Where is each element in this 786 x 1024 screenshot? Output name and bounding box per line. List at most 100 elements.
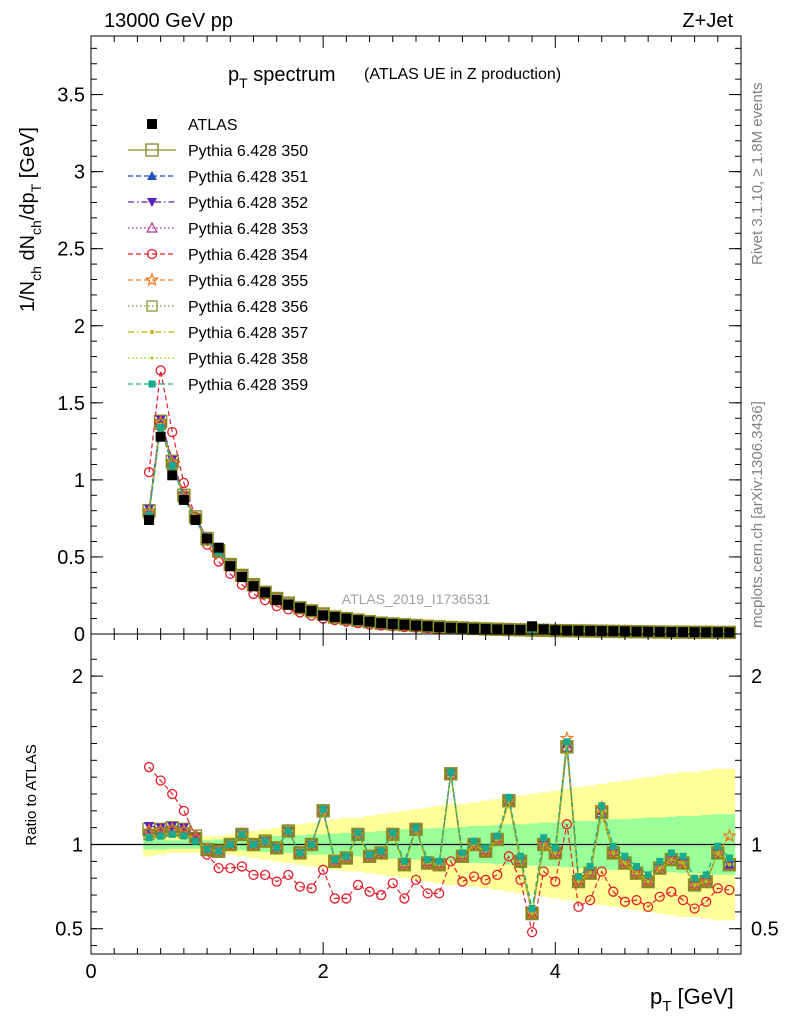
ratio-point <box>180 832 188 840</box>
legend-label: Pythia 6.428 351 <box>188 169 308 186</box>
chart-title: pT spectrum <box>228 64 336 91</box>
data-point <box>236 571 247 582</box>
data-point <box>260 587 271 598</box>
ratio-point <box>191 837 199 845</box>
ratio-point <box>553 851 557 855</box>
ratio-point <box>178 805 190 816</box>
ratio-point <box>294 847 306 859</box>
main-y-ticks: 0 0.5 1 1.5 2 2.5 3 3.5 <box>57 36 741 646</box>
ratio-series-layer <box>141 730 737 938</box>
main-y-tick-label: 2.5 <box>57 239 85 261</box>
ratio-point <box>619 896 631 907</box>
ratio-point <box>549 846 562 858</box>
ratio-point <box>434 888 445 899</box>
ratio-point <box>424 856 432 864</box>
ratio-point <box>633 862 641 870</box>
ratio-point <box>725 854 733 862</box>
ratio-point <box>617 855 633 870</box>
ratio-point <box>586 862 594 870</box>
legend-marker <box>147 119 157 129</box>
ratio-point <box>354 829 362 837</box>
ratio-point <box>658 866 662 870</box>
ylabel-part-0: 1/N <box>17 281 39 312</box>
main-y-tick-label: 1.5 <box>57 393 85 415</box>
data-point <box>387 618 398 629</box>
ratio-panel: 0.5 0.5 1 1 2 2 0 2 4 Ratio to ATLAS pT [GeV] <box>23 633 779 1015</box>
ratio-point <box>689 903 700 914</box>
main-y-axis-label: 1/Nch dNch/dpT [GeV] <box>17 127 44 312</box>
data-point <box>585 625 596 636</box>
legend-entry: Pythia 6.428 354 <box>128 247 308 264</box>
x-tick-label: 4 <box>550 961 561 983</box>
legend-label: Pythia 6.428 354 <box>188 247 308 264</box>
ratio-point <box>331 856 339 864</box>
legend-label: Pythia 6.428 355 <box>188 273 308 290</box>
ratio-point <box>373 845 389 860</box>
ratio-point <box>250 841 257 849</box>
ratio-point <box>296 849 304 857</box>
ratio-point <box>376 889 387 901</box>
ratio-point <box>642 875 655 887</box>
legend-marker <box>145 143 159 157</box>
ratio-point <box>468 871 480 882</box>
data-point <box>155 365 166 376</box>
legend-entry: Pythia 6.428 358 <box>128 351 308 368</box>
chart-title-sub: T <box>239 75 248 91</box>
data-point <box>248 581 259 592</box>
ratio-point <box>377 847 385 855</box>
data-point <box>155 415 166 425</box>
legend-entry: Pythia 6.428 357 <box>128 325 308 342</box>
ratio-point <box>584 894 596 906</box>
chart-title-rest: spectrum <box>248 64 336 86</box>
ratio-point <box>547 845 563 860</box>
legend-marker <box>146 248 158 260</box>
legend-marker <box>144 272 160 287</box>
ratio-point <box>551 844 559 852</box>
ratio-point <box>503 851 515 862</box>
ratio-point <box>201 843 213 856</box>
data-point <box>271 595 282 606</box>
data-point <box>434 622 445 633</box>
ratio-point <box>397 856 412 872</box>
ratio-point <box>259 869 271 880</box>
data-point <box>399 619 410 630</box>
main-y-tick-label: 1 <box>74 470 85 492</box>
legend-entry: Pythia 6.428 353 <box>128 221 308 238</box>
ratio-point <box>213 862 224 874</box>
ratio-point <box>584 866 597 878</box>
ratio-point <box>664 851 679 866</box>
ratio-point <box>143 761 155 773</box>
ratio-point <box>305 838 318 851</box>
ratio-point <box>489 831 505 846</box>
side-label-rivet: Rivet 3.1.10, ≥ 1.8M events <box>749 83 766 266</box>
data-point <box>724 627 735 638</box>
data-point <box>608 626 619 637</box>
ratio-point <box>224 838 236 851</box>
ratio-point <box>714 842 722 850</box>
data-point <box>167 470 178 481</box>
ratio-point <box>609 842 617 850</box>
ylabel-part-3: ch <box>28 220 44 235</box>
ratio-point <box>693 883 697 887</box>
data-point <box>492 624 503 635</box>
ratio-point <box>656 857 664 865</box>
ratio-point <box>623 861 627 865</box>
ratio-point <box>514 855 527 866</box>
ratio-point <box>540 834 548 842</box>
ratio-point <box>588 871 592 875</box>
ratio-point <box>342 852 350 860</box>
data-point <box>318 610 329 621</box>
legend: ATLAS Pythia 6.428 350 Pythia 6.428 351 Pyt… <box>128 117 308 394</box>
ratio-point <box>666 886 677 897</box>
ratio-point <box>716 851 720 855</box>
ratio-point <box>422 888 433 899</box>
ratio-point <box>687 877 702 892</box>
data-point <box>283 599 294 610</box>
ratio-point <box>724 884 735 896</box>
ratio-point <box>596 866 607 877</box>
legend-label: Pythia 6.428 358 <box>188 351 308 368</box>
data-point <box>157 423 165 431</box>
x-axis-label: pT [GeV] <box>650 984 734 1015</box>
ratio-point <box>247 838 260 851</box>
legend-label: Pythia 6.428 359 <box>188 377 308 394</box>
